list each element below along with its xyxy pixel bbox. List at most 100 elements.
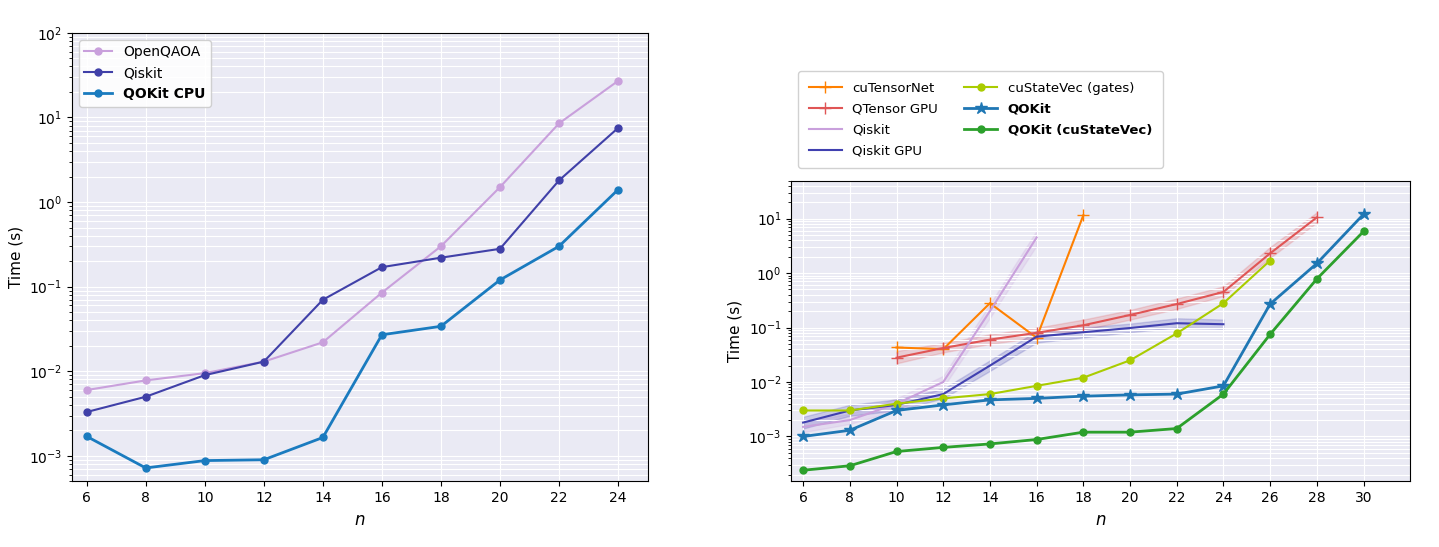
QOKit	[1027, 395, 1045, 401]
OpenQAOA	[609, 78, 626, 84]
cuStateVec (gates)	[1215, 300, 1232, 306]
cuStateVec (gates)	[888, 400, 905, 407]
OpenQAOA	[550, 120, 567, 127]
QOKit (cuStateVec)	[1215, 391, 1232, 397]
OpenQAOA	[373, 289, 390, 296]
QOKit CPU	[432, 323, 449, 330]
QOKit (cuStateVec)	[934, 444, 951, 451]
QOKit (cuStateVec)	[888, 448, 905, 455]
QTensor GPU	[1215, 289, 1232, 295]
QOKit (cuStateVec)	[1075, 429, 1092, 435]
Qiskit	[314, 296, 331, 303]
X-axis label: n: n	[1095, 511, 1107, 528]
cuTensorNet	[934, 346, 951, 352]
cuStateVec (gates)	[794, 407, 812, 414]
QTensor GPU	[1168, 301, 1186, 307]
QOKit (cuStateVec)	[842, 462, 859, 469]
QOKit (cuStateVec)	[1168, 425, 1186, 432]
Line: QOKit (cuStateVec): QOKit (cuStateVec)	[800, 228, 1367, 474]
OpenQAOA	[196, 370, 213, 376]
Qiskit	[888, 400, 905, 407]
Qiskit GPU	[842, 407, 859, 414]
Line: QOKit CPU: QOKit CPU	[83, 186, 622, 472]
QTensor GPU	[981, 336, 999, 343]
Qiskit GPU	[1027, 333, 1045, 340]
OpenQAOA	[432, 243, 449, 249]
QOKit	[1308, 260, 1325, 267]
X-axis label: n: n	[354, 511, 366, 528]
Y-axis label: Time (s): Time (s)	[728, 300, 743, 362]
OpenQAOA	[314, 339, 331, 346]
Qiskit	[137, 393, 154, 400]
Qiskit	[491, 246, 508, 252]
cuStateVec (gates)	[1027, 382, 1045, 389]
Qiskit	[550, 177, 567, 184]
Qiskit GPU	[934, 391, 951, 397]
Qiskit GPU	[1215, 321, 1232, 328]
QOKit (cuStateVec)	[794, 467, 812, 474]
Line: OpenQAOA: OpenQAOA	[83, 78, 622, 393]
Qiskit	[1027, 234, 1045, 241]
cuStateVec (gates)	[1075, 374, 1092, 381]
Line: QTensor GPU: QTensor GPU	[891, 212, 1322, 363]
QOKit	[1121, 392, 1138, 398]
QOKit	[1262, 301, 1279, 307]
Qiskit	[794, 423, 812, 430]
Line: Qiskit: Qiskit	[803, 237, 1036, 427]
OpenQAOA	[491, 184, 508, 190]
cuStateVec (gates)	[842, 407, 859, 414]
QTensor GPU	[934, 345, 951, 351]
cuStateVec (gates)	[1121, 357, 1138, 364]
QOKit CPU	[550, 243, 567, 249]
Qiskit	[432, 254, 449, 261]
cuStateVec (gates)	[981, 391, 999, 397]
OpenQAOA	[78, 387, 95, 393]
Qiskit	[373, 264, 390, 270]
Qiskit GPU	[1075, 329, 1092, 335]
OpenQAOA	[255, 358, 272, 365]
cuTensorNet	[981, 300, 999, 306]
QOKit CPU	[609, 187, 626, 193]
QOKit CPU	[78, 433, 95, 440]
Legend: OpenQAOA, Qiskit, QOKit CPU: OpenQAOA, Qiskit, QOKit CPU	[79, 40, 212, 107]
Qiskit	[981, 308, 999, 315]
QOKit (cuStateVec)	[1262, 331, 1279, 337]
Qiskit GPU	[981, 362, 999, 369]
QTensor GPU	[1075, 322, 1092, 329]
Qiskit	[609, 125, 626, 131]
QTensor GPU	[888, 354, 905, 361]
QOKit	[934, 401, 951, 408]
Line: cuStateVec (gates): cuStateVec (gates)	[800, 257, 1274, 414]
Qiskit GPU	[888, 401, 905, 408]
Line: cuTensorNet: cuTensorNet	[891, 210, 1089, 355]
QOKit	[794, 433, 812, 440]
cuTensorNet	[1075, 212, 1092, 219]
QTensor GPU	[1121, 312, 1138, 318]
Qiskit GPU	[1168, 320, 1186, 327]
Line: QOKit: QOKit	[797, 208, 1370, 443]
QOKit (cuStateVec)	[1121, 429, 1138, 435]
cuStateVec (gates)	[934, 395, 951, 401]
QOKit	[1075, 393, 1092, 399]
QOKit	[981, 397, 999, 403]
QOKit CPU	[373, 331, 390, 338]
Qiskit GPU	[794, 420, 812, 426]
QTensor GPU	[1262, 250, 1279, 257]
cuStateVec (gates)	[1262, 257, 1279, 264]
QOKit	[1215, 382, 1232, 389]
QTensor GPU	[1308, 214, 1325, 220]
QOKit	[888, 407, 905, 414]
QOKit	[842, 427, 859, 434]
Qiskit	[842, 417, 859, 423]
OpenQAOA	[137, 377, 154, 383]
QOKit (cuStateVec)	[1027, 436, 1045, 443]
Legend: cuTensorNet, QTensor GPU, Qiskit, Qiskit GPU, cuStateVec (gates), QOKit, QOKit (: cuTensorNet, QTensor GPU, Qiskit, Qiskit…	[799, 71, 1163, 168]
QOKit (cuStateVec)	[1308, 276, 1325, 282]
Qiskit	[934, 379, 951, 385]
Y-axis label: Time (s): Time (s)	[9, 226, 23, 288]
QOKit CPU	[255, 457, 272, 463]
Line: Qiskit GPU: Qiskit GPU	[803, 323, 1223, 423]
QOKit CPU	[196, 457, 213, 464]
Qiskit	[255, 358, 272, 365]
QOKit (cuStateVec)	[1356, 228, 1373, 235]
